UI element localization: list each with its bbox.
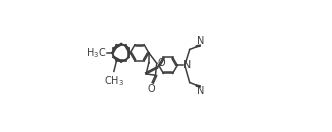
- Text: O: O: [148, 84, 155, 95]
- Text: N: N: [197, 86, 204, 96]
- Text: O: O: [158, 58, 165, 68]
- Text: N: N: [183, 60, 192, 70]
- Text: CH$_3$: CH$_3$: [104, 74, 124, 88]
- Text: H$_3$C: H$_3$C: [86, 46, 106, 60]
- Text: N: N: [197, 36, 204, 46]
